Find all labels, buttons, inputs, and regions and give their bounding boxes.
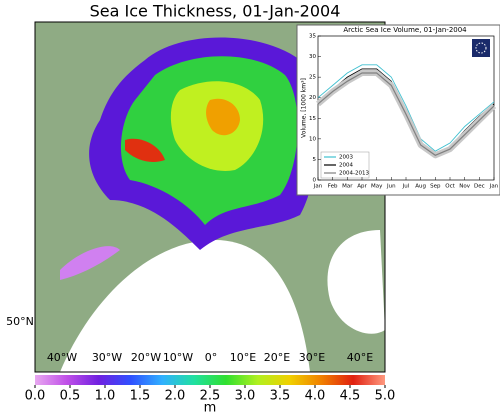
colorbar: m 0.0 0.5 1.0 1.5 2.0 2.5 3.0 3.5 4.0 4.5 5.0 bbox=[25, 375, 396, 416]
x-tick-label: Jan bbox=[489, 184, 499, 190]
logo-stars bbox=[475, 42, 487, 54]
colorbar-tick-label: 2.0 bbox=[165, 389, 186, 404]
lon-label: 0° bbox=[205, 351, 218, 364]
lon-label: 30°W bbox=[92, 351, 122, 364]
x-tick-label: Sep bbox=[430, 184, 441, 190]
lon-label: 40°E bbox=[347, 351, 373, 364]
colorbar-ramp bbox=[35, 375, 385, 385]
ice-thickest bbox=[206, 98, 240, 136]
lon-label: 10°W bbox=[163, 351, 193, 364]
legend-label: 2003 bbox=[339, 155, 353, 161]
colorbar-tick-label: 5.0 bbox=[375, 389, 396, 404]
series-line bbox=[317, 72, 495, 156]
x-tick-label: Mar bbox=[342, 184, 353, 190]
map-frame bbox=[34, 21, 386, 373]
title: Sea Ice Thickness, 01-Jan-2004 bbox=[90, 2, 341, 21]
x-tick-label: Feb bbox=[328, 184, 338, 190]
lon-label: 30°E bbox=[299, 351, 325, 364]
colorbar-tick-label: 0.5 bbox=[60, 389, 81, 404]
logo bbox=[472, 39, 490, 57]
colorbar-label: m bbox=[204, 401, 217, 416]
series-line bbox=[317, 64, 495, 152]
lon-label: 20°E bbox=[264, 351, 290, 364]
x-tick-label: Nov bbox=[459, 184, 470, 190]
ocean bbox=[60, 240, 310, 372]
y-tick-label: 15 bbox=[309, 116, 316, 122]
y-tick-label: 35 bbox=[309, 34, 316, 40]
lon-label: 40°W bbox=[47, 351, 77, 364]
lon-label: 20°W bbox=[131, 351, 161, 364]
inset-title: Arctic Sea Ice Volume, 01-Jan-2004 bbox=[343, 26, 467, 34]
y-tick-label: 0 bbox=[313, 178, 317, 184]
colorbar-tick-label: 4.5 bbox=[340, 389, 361, 404]
legend-label: 2004-2013 bbox=[339, 171, 369, 177]
colorbar-tick-label: 1.5 bbox=[130, 389, 151, 404]
ice-ridge bbox=[125, 138, 165, 162]
ice-margin bbox=[60, 246, 120, 280]
x-tick-label: Dec bbox=[474, 184, 485, 190]
x-tick-label: May bbox=[371, 184, 383, 190]
ocean bbox=[327, 230, 385, 334]
lat-label: 50°N bbox=[6, 315, 34, 328]
legend-label: 2004 bbox=[339, 163, 353, 169]
inset-chart: Arctic Sea Ice Volume, 01-Jan-2004 Volum… bbox=[296, 24, 500, 196]
colorbar-tick-label: 1.0 bbox=[95, 389, 116, 404]
x-tick-label: Oct bbox=[445, 184, 455, 190]
lon-label: 10°E bbox=[230, 351, 256, 364]
x-tick-label: Aug bbox=[415, 184, 426, 190]
colorbar-tick-label: 2.5 bbox=[200, 389, 221, 404]
y-tick-label: 5 bbox=[313, 157, 317, 163]
colorbar-tick-label: 3.5 bbox=[270, 389, 291, 404]
colorbar-tick-label: 0.0 bbox=[25, 389, 46, 404]
y-tick-label: 30 bbox=[309, 54, 316, 60]
y-tick-label: 25 bbox=[309, 75, 316, 81]
y-axis-label: Volume, [1000 km³] bbox=[301, 78, 308, 138]
x-tick-label: Apr bbox=[357, 184, 367, 190]
x-tick-label: Jul bbox=[402, 184, 410, 190]
y-tick-label: 10 bbox=[309, 136, 316, 142]
colorbar-tick-label: 4.0 bbox=[305, 389, 326, 404]
y-tick-label: 20 bbox=[309, 95, 316, 101]
x-tick-label: Jun bbox=[386, 184, 396, 190]
x-tick-label: Jan bbox=[313, 184, 323, 190]
colorbar-tick-label: 3.0 bbox=[235, 389, 256, 404]
